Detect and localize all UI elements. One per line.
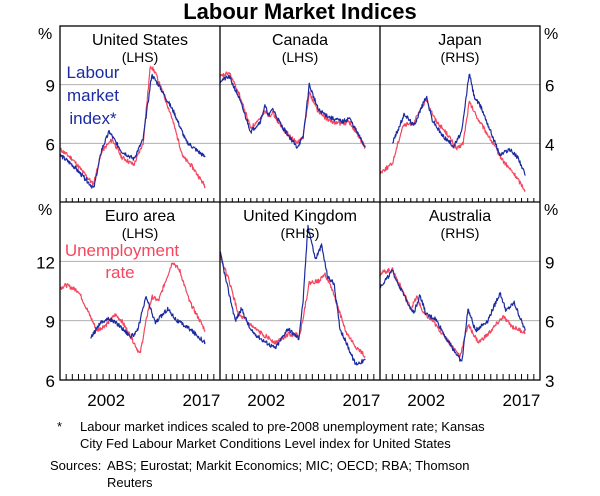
x-tick-label: 2002 <box>247 391 285 410</box>
unemployment-rate-line <box>379 267 526 358</box>
labour-market-index-line <box>379 269 526 362</box>
labour-market-index-label: index* <box>69 109 117 128</box>
panel-axis-side: (RHS) <box>441 225 480 241</box>
footnote-line-1: Labour market indices scaled to pre-2008… <box>80 419 485 434</box>
sources-label: Sources: <box>50 458 102 473</box>
labour-market-index-line <box>219 224 366 366</box>
labour-market-index-label: Labour <box>67 63 120 82</box>
labour-market-index-line <box>219 74 366 149</box>
y-tick-label-left: 6 <box>46 135 55 154</box>
unit-label-left: % <box>38 26 52 43</box>
y-tick-label-right: 6 <box>545 77 554 96</box>
x-tick-label: 2017 <box>343 391 381 410</box>
panel-axis-side: (RHS) <box>281 225 320 241</box>
labour-market-index-label: market <box>67 86 119 105</box>
y-tick-label-left: 9 <box>46 77 55 96</box>
panel-axis-side: (LHS) <box>122 49 159 65</box>
panel-title: United Kingdom <box>243 208 357 225</box>
panel-axis-side: (LHS) <box>122 225 159 241</box>
footnote-line-2: City Fed Labour Market Conditions Level … <box>80 436 451 451</box>
unit-label-right: % <box>544 26 558 43</box>
y-tick-label-left: 9 <box>46 313 55 332</box>
unemployment-rate-label: Unemployment <box>65 241 180 260</box>
panel-title: Japan <box>438 32 482 49</box>
panel-axis-side: (RHS) <box>441 49 480 65</box>
panel-title: Euro area <box>105 208 175 225</box>
panel-axis-side: (LHS) <box>282 49 319 65</box>
unemployment-rate-line <box>59 65 206 189</box>
unit-label-left: % <box>38 202 52 219</box>
panel-title: Canada <box>272 32 328 49</box>
sources-line-2: Reuters <box>107 475 153 490</box>
x-tick-label: 2002 <box>87 391 125 410</box>
panel-title: Australia <box>429 208 491 225</box>
labour-market-index-line <box>391 73 526 176</box>
x-tick-label: 2017 <box>503 391 541 410</box>
y-tick-label-left: 6 <box>46 372 55 391</box>
y-tick-label-right: 4 <box>545 135 554 154</box>
footnote-marker: * <box>57 419 63 434</box>
unit-label-right: % <box>544 202 558 219</box>
panel-title: United States <box>92 32 188 49</box>
y-tick-label-right: 3 <box>545 372 554 391</box>
unemployment-rate-line <box>59 262 206 354</box>
y-tick-label-right: 6 <box>545 313 554 332</box>
unemployment-rate-line <box>219 71 366 149</box>
unemployment-rate-line <box>379 98 526 192</box>
x-tick-label: 2002 <box>407 391 445 410</box>
y-tick-label-left: 12 <box>36 253 55 272</box>
x-tick-label: 2017 <box>183 391 221 410</box>
unemployment-rate-label: rate <box>105 263 134 282</box>
sources-line-1: ABS; Eurostat; Markit Economics; MIC; OE… <box>107 458 470 473</box>
y-tick-label-right: 9 <box>545 253 554 272</box>
chart-title: Labour Market Indices <box>183 0 417 24</box>
labour-market-index-line <box>59 73 206 189</box>
unemployment-rate-line <box>219 254 366 358</box>
labour-market-index-line <box>90 296 206 345</box>
